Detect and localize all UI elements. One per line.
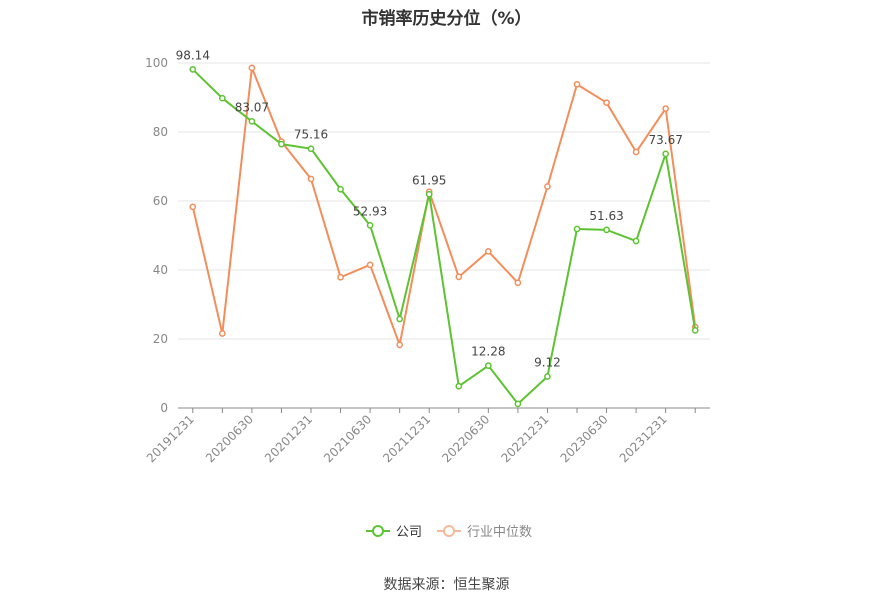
data-label: 52.93 xyxy=(353,204,387,218)
data-point xyxy=(573,81,581,88)
data-point xyxy=(366,222,374,229)
data-point xyxy=(396,341,404,349)
data-point xyxy=(603,226,610,234)
data-point xyxy=(218,94,226,102)
series-line xyxy=(191,66,697,346)
data-point xyxy=(573,225,581,233)
data-label: 12.28 xyxy=(471,345,505,359)
x-tick-label: 20211231 xyxy=(380,412,433,465)
legend-marker xyxy=(372,525,384,537)
data-point xyxy=(662,105,670,112)
data-point xyxy=(425,190,433,198)
data-point xyxy=(484,248,492,255)
x-tick-label: 20230630 xyxy=(558,412,611,465)
data-point xyxy=(307,145,315,153)
data-source: 数据来源：恒生聚源 xyxy=(383,577,510,593)
data-point xyxy=(455,382,463,390)
y-tick-label: 60 xyxy=(153,194,168,208)
data-point xyxy=(337,185,344,193)
x-tick-label: 20201231 xyxy=(262,412,315,465)
data-point xyxy=(337,273,344,281)
chart-title: 市销率历史分位（%） xyxy=(361,9,532,29)
y-tick-label: 80 xyxy=(153,125,168,139)
legend-label: 行业中位数 xyxy=(467,525,532,540)
data-point xyxy=(514,279,522,287)
data-point xyxy=(662,150,670,158)
data-point xyxy=(278,140,285,148)
series-line xyxy=(192,68,697,405)
x-tick-label: 20220630 xyxy=(439,412,492,465)
data-point xyxy=(603,99,610,107)
data-point xyxy=(544,373,551,380)
data-point xyxy=(248,118,256,125)
data-point xyxy=(189,203,197,211)
data-point xyxy=(632,237,640,245)
x-tick-label: 20191231 xyxy=(144,412,197,465)
x-tick-label: 20221231 xyxy=(498,412,551,465)
legend-marker xyxy=(443,525,455,537)
data-point xyxy=(691,327,699,334)
data-point xyxy=(366,261,374,269)
data-point xyxy=(455,273,463,281)
data-point xyxy=(307,175,315,183)
data-point xyxy=(248,64,256,72)
data-label: 75.16 xyxy=(294,128,328,142)
x-tick-label: 20200630 xyxy=(203,412,256,465)
data-point xyxy=(632,148,640,156)
x-tick-label: 20210630 xyxy=(321,412,374,465)
data-label: 61.95 xyxy=(412,173,446,187)
y-tick-label: 100 xyxy=(145,56,168,70)
y-tick-label: 40 xyxy=(153,263,168,277)
data-label: 73.67 xyxy=(648,133,682,147)
data-point xyxy=(218,330,226,337)
data-point xyxy=(189,66,197,73)
x-tick-label: 20231231 xyxy=(617,412,670,465)
data-label: 83.07 xyxy=(235,100,269,114)
data-label: 98.14 xyxy=(176,48,210,62)
data-label: 9.12 xyxy=(534,356,561,370)
y-tick-label: 20 xyxy=(153,332,168,346)
data-point xyxy=(514,400,522,408)
legend-label: 公司 xyxy=(396,525,422,540)
data-point xyxy=(544,183,551,190)
data-point xyxy=(396,315,404,323)
data-point xyxy=(484,362,492,369)
y-tick-label: 0 xyxy=(160,401,168,415)
data-label: 51.63 xyxy=(589,209,623,223)
